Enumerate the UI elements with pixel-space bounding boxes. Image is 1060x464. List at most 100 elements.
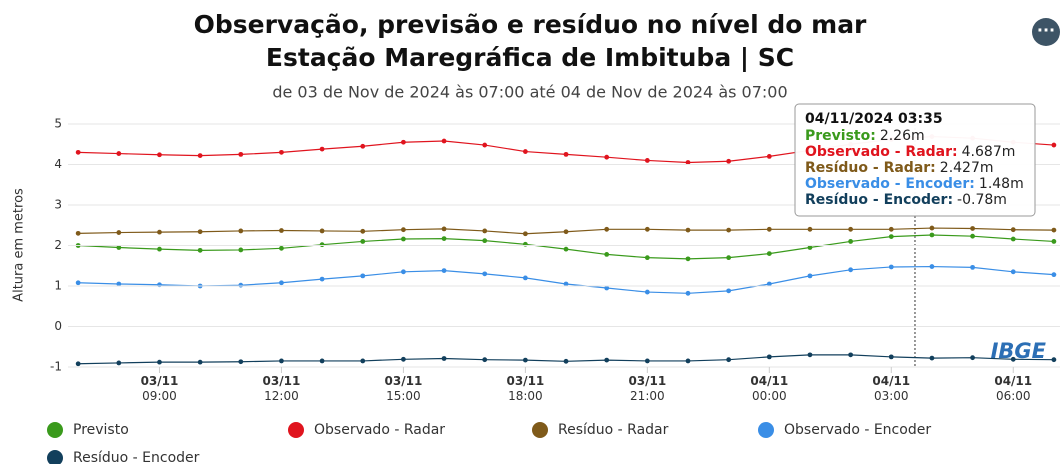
data-point — [401, 227, 406, 233]
x-tick-label: 04/11 00:00 — [750, 374, 788, 403]
data-point — [197, 153, 203, 158]
data-point — [279, 358, 284, 364]
data-point — [482, 228, 488, 234]
data-point — [157, 246, 162, 252]
data-point — [726, 255, 732, 261]
data-point — [888, 264, 894, 270]
data-point — [970, 226, 975, 231]
data-point — [522, 231, 528, 237]
data-point — [888, 234, 894, 239]
data-point — [1051, 239, 1057, 244]
data-point — [441, 138, 447, 144]
y-tick-label: 0 — [54, 319, 62, 333]
chart-title: Observação, previsão e resíduo no nível … — [194, 10, 867, 39]
data-point — [726, 227, 732, 233]
menu-button[interactable] — [1032, 18, 1060, 46]
data-point — [929, 264, 935, 269]
data-point — [238, 359, 244, 365]
legend-marker — [758, 422, 774, 438]
data-point — [685, 160, 691, 165]
data-point — [970, 264, 975, 270]
data-point — [807, 226, 813, 232]
chart-title: Estação Maregráfica de Imbituba | SC — [266, 43, 794, 72]
data-point — [563, 281, 569, 287]
data-point — [644, 255, 650, 261]
tooltip-row: Resíduo - Encoder: -0.78m — [805, 192, 1007, 208]
data-point — [848, 239, 854, 244]
data-point — [75, 361, 81, 367]
series-line — [78, 265, 1054, 294]
data-point — [360, 228, 366, 234]
y-tick-label: -1 — [50, 360, 62, 374]
tooltip-row: Observado - Encoder: 1.48m — [805, 176, 1024, 192]
data-point — [360, 239, 366, 244]
data-point — [279, 245, 284, 251]
data-point — [401, 269, 406, 275]
data-point — [441, 236, 447, 242]
data-point — [116, 151, 122, 156]
data-point — [482, 142, 488, 148]
data-point — [522, 149, 528, 154]
menu-icon[interactable]: ··· — [1037, 21, 1055, 40]
data-point — [644, 358, 650, 364]
data-point — [848, 267, 854, 273]
data-point — [604, 285, 610, 291]
data-point — [522, 357, 528, 363]
data-point — [848, 226, 854, 232]
data-point — [279, 149, 284, 155]
data-point — [279, 280, 284, 286]
data-point — [116, 281, 122, 287]
data-point — [482, 271, 488, 277]
data-point — [970, 355, 975, 361]
x-tick-label: 04/11 03:00 — [872, 374, 910, 403]
data-point — [279, 228, 284, 233]
data-point — [970, 233, 975, 239]
data-point — [319, 242, 325, 248]
y-tick-label: 1 — [54, 279, 62, 293]
data-point — [441, 356, 447, 361]
data-point — [604, 226, 610, 232]
data-point — [685, 358, 691, 364]
data-point — [238, 247, 244, 253]
legend-marker — [532, 422, 548, 438]
data-point — [197, 247, 203, 253]
data-point — [401, 139, 406, 145]
data-point — [644, 226, 650, 232]
data-point — [807, 352, 813, 358]
legend-marker — [288, 422, 304, 438]
data-point — [929, 355, 935, 361]
data-point — [563, 246, 569, 252]
data-point — [1051, 272, 1057, 278]
data-point — [888, 226, 894, 232]
data-point — [726, 288, 732, 294]
data-point — [157, 229, 162, 235]
legend-marker — [47, 422, 63, 438]
data-point — [766, 354, 772, 360]
data-point — [157, 152, 162, 158]
data-point — [563, 358, 569, 364]
tooltip-row: Observado - Radar: 4.687m — [805, 144, 1015, 160]
data-point — [238, 282, 244, 288]
data-point — [1051, 142, 1057, 148]
x-tick-label: 03/11 15:00 — [385, 374, 423, 403]
data-point — [807, 273, 813, 279]
data-point — [766, 226, 772, 232]
data-point — [197, 229, 203, 235]
data-point — [685, 256, 691, 262]
data-point — [522, 275, 528, 281]
tooltip-row: Previsto: 2.26m — [805, 128, 925, 144]
x-tick-label: 03/11 21:00 — [628, 374, 666, 403]
data-point — [441, 268, 447, 274]
data-point — [75, 280, 81, 286]
data-point — [1010, 236, 1016, 242]
data-point — [685, 290, 691, 296]
data-point — [766, 281, 772, 287]
data-point — [1010, 269, 1016, 275]
data-point — [197, 359, 203, 365]
data-point — [726, 158, 732, 164]
data-point — [644, 289, 650, 295]
data-point — [319, 358, 325, 364]
y-tick-label: 4 — [54, 157, 62, 171]
